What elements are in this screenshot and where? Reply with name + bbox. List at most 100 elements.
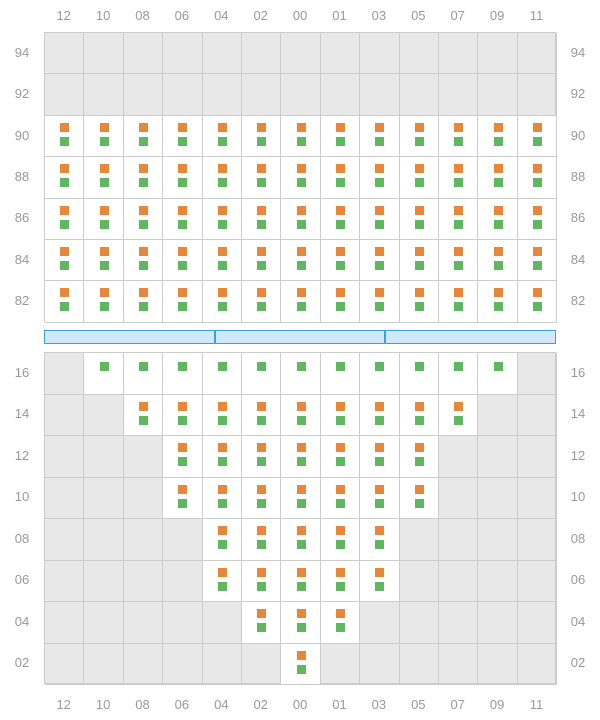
col-label-bottom: 10	[88, 697, 118, 712]
row-label-right: 86	[563, 210, 593, 225]
col-label-top: 07	[443, 8, 473, 23]
grid-cell	[84, 395, 123, 437]
grid-cell	[321, 644, 360, 686]
marker-green	[218, 499, 227, 508]
marker-green	[178, 302, 187, 311]
marker-green	[257, 137, 266, 146]
grid-cell	[281, 353, 320, 395]
marker-orange	[494, 206, 503, 215]
grid-cell	[321, 353, 360, 395]
marker-orange	[178, 247, 187, 256]
marker-orange	[218, 288, 227, 297]
marker-orange	[375, 485, 384, 494]
grid-cell	[84, 602, 123, 644]
grid-cell	[124, 519, 163, 561]
marker-green	[178, 137, 187, 146]
col-label-top: 00	[285, 8, 315, 23]
marker-orange	[100, 164, 109, 173]
marker-orange	[218, 247, 227, 256]
grid-cell	[439, 353, 478, 395]
col-label-bottom: 02	[246, 697, 276, 712]
marker-orange	[297, 247, 306, 256]
marker-green	[415, 137, 424, 146]
marker-orange	[533, 123, 542, 132]
marker-green	[454, 302, 463, 311]
marker-green	[297, 665, 306, 674]
row-label-left: 02	[7, 655, 37, 670]
grid-cell	[360, 644, 399, 686]
marker-orange	[218, 402, 227, 411]
marker-green	[533, 178, 542, 187]
marker-green	[297, 362, 306, 371]
marker-green	[178, 457, 187, 466]
marker-green	[415, 220, 424, 229]
marker-orange	[139, 288, 148, 297]
marker-orange	[139, 123, 148, 132]
grid-cell	[45, 478, 84, 520]
marker-green	[139, 220, 148, 229]
marker-green	[60, 220, 69, 229]
marker-orange	[139, 402, 148, 411]
marker-green	[100, 362, 109, 371]
marker-orange	[297, 568, 306, 577]
col-label-top: 02	[246, 8, 276, 23]
grid-cell	[518, 436, 557, 478]
grid-cell	[163, 561, 202, 603]
marker-green	[454, 220, 463, 229]
row-label-right: 14	[563, 406, 593, 421]
marker-green	[100, 178, 109, 187]
marker-green	[178, 178, 187, 187]
col-label-top: 01	[325, 8, 355, 23]
row-label-left: 04	[7, 614, 37, 629]
marker-green	[100, 302, 109, 311]
marker-orange	[100, 123, 109, 132]
marker-orange	[297, 288, 306, 297]
grid-cell	[360, 353, 399, 395]
marker-green	[139, 261, 148, 270]
marker-green	[297, 416, 306, 425]
row-label-right: 82	[563, 293, 593, 308]
grid-cell	[518, 353, 557, 395]
marker-green	[297, 540, 306, 549]
marker-orange	[139, 247, 148, 256]
grid-cell	[478, 436, 517, 478]
grid-cell	[439, 561, 478, 603]
grid-cell	[400, 353, 439, 395]
grid-cell	[163, 33, 202, 74]
marker-orange	[297, 443, 306, 452]
marker-orange	[336, 568, 345, 577]
row-label-left: 08	[7, 531, 37, 546]
marker-green	[100, 261, 109, 270]
grid-cell	[45, 561, 84, 603]
marker-orange	[533, 247, 542, 256]
grid-cell	[124, 74, 163, 115]
marker-green	[375, 220, 384, 229]
marker-green	[139, 137, 148, 146]
marker-orange	[533, 288, 542, 297]
row-label-left: 94	[7, 45, 37, 60]
grid-cell	[518, 33, 557, 74]
marker-orange	[336, 443, 345, 452]
marker-green	[336, 623, 345, 632]
marker-orange	[60, 206, 69, 215]
marker-green	[454, 261, 463, 270]
marker-orange	[60, 247, 69, 256]
grid-cell	[124, 644, 163, 686]
grid-cell	[400, 74, 439, 115]
marker-green	[336, 261, 345, 270]
marker-orange	[257, 526, 266, 535]
marker-green	[218, 220, 227, 229]
marker-green	[297, 582, 306, 591]
grid-cell	[84, 436, 123, 478]
marker-green	[257, 178, 266, 187]
marker-green	[533, 220, 542, 229]
marker-orange	[257, 443, 266, 452]
marker-orange	[257, 123, 266, 132]
marker-orange	[139, 164, 148, 173]
marker-orange	[375, 247, 384, 256]
row-label-left: 88	[7, 169, 37, 184]
marker-orange	[415, 247, 424, 256]
grid-cell	[124, 602, 163, 644]
row-label-right: 94	[563, 45, 593, 60]
marker-orange	[297, 609, 306, 618]
